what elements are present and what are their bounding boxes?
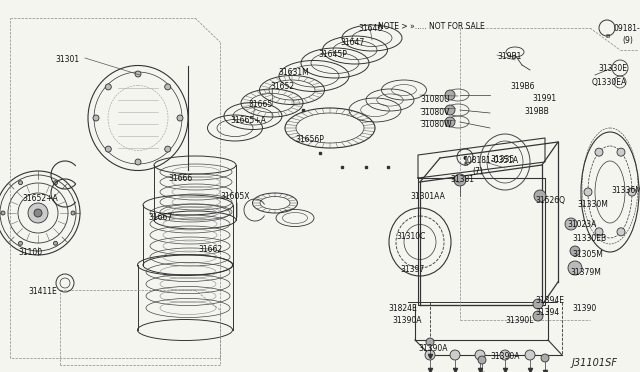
Text: 31330M: 31330M [577, 200, 608, 209]
Text: 31080V: 31080V [420, 108, 449, 117]
Circle shape [541, 354, 549, 362]
Text: 31390: 31390 [572, 304, 596, 313]
Circle shape [450, 350, 460, 360]
Text: 31652+A: 31652+A [22, 194, 58, 203]
Text: J31101SF: J31101SF [572, 358, 618, 368]
Circle shape [454, 174, 466, 186]
Circle shape [106, 146, 111, 152]
Text: 31647: 31647 [340, 38, 364, 47]
Text: 31394E: 31394E [535, 296, 564, 305]
Circle shape [164, 84, 171, 90]
Text: 31301: 31301 [55, 55, 79, 64]
Text: 31397: 31397 [400, 265, 424, 274]
Text: 31526Q: 31526Q [535, 196, 565, 205]
Text: 31390A: 31390A [418, 344, 447, 353]
Text: 31330E: 31330E [598, 64, 627, 73]
Text: 31080W: 31080W [420, 120, 452, 129]
Circle shape [54, 241, 58, 245]
Circle shape [445, 117, 455, 127]
Text: 31662: 31662 [198, 245, 222, 254]
Text: Q1330EA: Q1330EA [592, 78, 627, 87]
Text: 31411E: 31411E [28, 287, 57, 296]
Circle shape [28, 203, 48, 223]
Circle shape [525, 350, 535, 360]
Text: 31666: 31666 [168, 174, 192, 183]
Text: 31824E: 31824E [388, 304, 417, 313]
Circle shape [177, 115, 183, 121]
Circle shape [584, 188, 592, 196]
Text: 319B1: 319B1 [497, 52, 522, 61]
Text: 31390L: 31390L [505, 316, 534, 325]
Circle shape [19, 241, 22, 245]
Text: 31390A: 31390A [490, 352, 520, 361]
Text: 31394: 31394 [535, 308, 559, 317]
Circle shape [565, 218, 577, 230]
Text: 31645P: 31645P [318, 50, 347, 59]
Circle shape [628, 188, 636, 196]
Text: 31080U: 31080U [420, 95, 450, 104]
Text: 31301AA: 31301AA [410, 192, 445, 201]
Text: 31100: 31100 [18, 248, 42, 257]
Circle shape [19, 181, 22, 185]
Circle shape [135, 71, 141, 77]
Text: 31381: 31381 [450, 175, 474, 184]
Text: 09181-0351A: 09181-0351A [614, 24, 640, 33]
Text: 31330EB: 31330EB [572, 234, 606, 243]
Text: 319B6: 319B6 [510, 82, 534, 91]
Text: 31305M: 31305M [572, 250, 603, 259]
Circle shape [570, 246, 580, 256]
Text: 31667: 31667 [148, 213, 172, 222]
Circle shape [475, 350, 485, 360]
Circle shape [500, 350, 510, 360]
Text: NOTE > »..... NOT FOR SALE: NOTE > »..... NOT FOR SALE [378, 22, 484, 31]
Circle shape [533, 299, 543, 309]
Text: (9): (9) [622, 36, 633, 45]
Text: 31336M: 31336M [611, 186, 640, 195]
Text: 31335: 31335 [490, 155, 515, 164]
Circle shape [595, 148, 603, 156]
Circle shape [445, 90, 455, 100]
Circle shape [617, 228, 625, 236]
Text: (7): (7) [472, 167, 483, 176]
Text: 31656P: 31656P [295, 135, 324, 144]
Circle shape [533, 311, 543, 321]
Circle shape [34, 209, 42, 217]
Text: 31023A: 31023A [567, 220, 596, 229]
Text: 31665: 31665 [248, 100, 272, 109]
Text: 31991: 31991 [532, 94, 556, 103]
Circle shape [617, 148, 625, 156]
Circle shape [1, 211, 5, 215]
Circle shape [595, 228, 603, 236]
Circle shape [478, 356, 486, 364]
Text: 31631M: 31631M [278, 68, 308, 77]
Text: 319BB: 319BB [524, 107, 548, 116]
Text: 31605X: 31605X [220, 192, 250, 201]
Circle shape [54, 181, 58, 185]
Text: 31310C: 31310C [396, 232, 426, 241]
Text: B: B [605, 33, 609, 38]
Circle shape [426, 338, 434, 346]
Circle shape [71, 211, 75, 215]
Text: 31652: 31652 [270, 82, 294, 91]
Text: 31390A: 31390A [392, 316, 422, 325]
Circle shape [93, 115, 99, 121]
Circle shape [164, 146, 171, 152]
Circle shape [135, 159, 141, 165]
Circle shape [425, 350, 435, 360]
Circle shape [534, 190, 546, 202]
Text: B: B [463, 163, 467, 167]
Circle shape [568, 261, 582, 275]
Text: ¶08181-0351A: ¶08181-0351A [462, 155, 518, 164]
Text: 31379M: 31379M [570, 268, 601, 277]
Text: 31665+A: 31665+A [230, 116, 266, 125]
Text: 31646: 31646 [358, 24, 382, 33]
Circle shape [106, 84, 111, 90]
Circle shape [445, 105, 455, 115]
